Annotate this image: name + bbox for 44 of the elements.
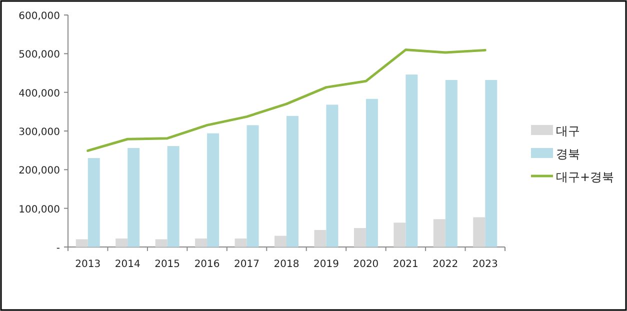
bar <box>88 158 100 247</box>
y-tick-label: 300,000 <box>18 127 60 138</box>
bar <box>485 80 498 247</box>
bar <box>167 146 180 247</box>
bar <box>473 217 486 247</box>
bar <box>128 148 140 247</box>
bar <box>354 228 366 247</box>
y-tick-label: 500,000 <box>18 50 60 61</box>
x-tick-label: 2015 <box>154 259 180 270</box>
line-series <box>86 48 486 152</box>
y-tick-label: 400,000 <box>18 88 60 100</box>
x-tick-label: 2021 <box>392 259 418 270</box>
legend-label: 경북 <box>556 147 580 161</box>
x-tick-label: 2016 <box>194 259 220 270</box>
x-tick-label: 2017 <box>234 259 260 270</box>
bar <box>314 230 326 247</box>
bar <box>394 222 406 247</box>
legend-label: 대구 <box>556 124 580 138</box>
bar <box>406 74 418 247</box>
bar <box>433 219 446 247</box>
bar <box>246 125 259 247</box>
y-tick-label: 600,000 <box>18 11 60 22</box>
bar <box>195 238 208 247</box>
bar <box>274 236 286 247</box>
x-tick-label: 2020 <box>353 259 379 270</box>
bar <box>207 133 220 247</box>
x-tick-label: 2018 <box>274 259 300 270</box>
bar <box>155 239 168 247</box>
bar <box>286 116 298 247</box>
bar <box>234 238 247 247</box>
bar <box>76 239 88 247</box>
y-tick-label: 100,000 <box>18 204 60 216</box>
bar <box>326 104 338 247</box>
bar <box>116 238 128 247</box>
x-tick-label: 2014 <box>114 259 140 270</box>
y-tick-label: 200,000 <box>18 166 60 177</box>
bar <box>445 80 458 247</box>
y-tick-label: - <box>56 243 60 254</box>
bar <box>366 98 378 247</box>
x-tick-label: 2022 <box>432 259 458 270</box>
x-tick-label: 2023 <box>472 259 498 270</box>
x-tick-label: 2019 <box>314 259 339 270</box>
legend-label: 대구+경북 <box>556 170 614 184</box>
x-tick-label: 2013 <box>75 259 101 270</box>
